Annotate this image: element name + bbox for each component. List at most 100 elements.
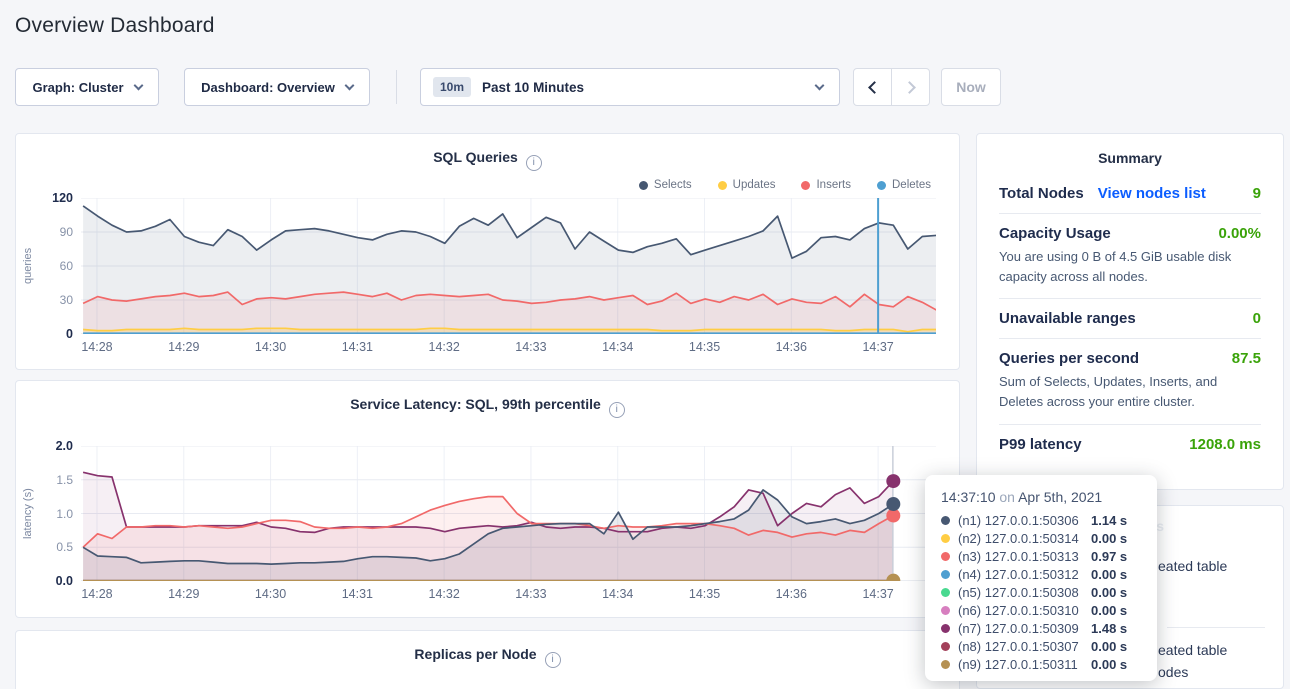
tooltip-date: Apr 5th, 2021 [1018, 489, 1102, 505]
total-nodes-label: Total Nodes [999, 185, 1084, 202]
tooltip-on-word: on [999, 489, 1015, 505]
graph-dropdown[interactable]: Graph: Cluster [15, 68, 159, 106]
tooltip-row: (n3) 127.0.0.1:503130.97 s [941, 548, 1141, 566]
x-axis-tick: 14:29 [168, 587, 199, 601]
chevron-left-icon [868, 81, 881, 94]
chevron-down-icon [133, 80, 143, 90]
y-axis-tick: 0.0 [56, 574, 73, 588]
x-axis-tick: 14:34 [602, 587, 633, 601]
x-axis-ticks: 14:2814:2914:3014:3114:3214:3314:3414:35… [81, 587, 936, 603]
legend-dot-icon [801, 181, 810, 190]
summary-row-qps: Queries per second 87.5 Sum of Selects, … [999, 338, 1261, 423]
y-axis-tick: 60 [60, 259, 73, 273]
node-color-dot-icon [941, 606, 950, 615]
tooltip-row: (n6) 127.0.0.1:503100.00 s [941, 601, 1141, 619]
tooltip-row: (n8) 127.0.0.1:503070.00 s [941, 637, 1141, 655]
tooltip-time: 14:37:10 [941, 489, 996, 505]
page-title: Overview Dashboard [15, 14, 215, 38]
time-range-label: Past 10 Minutes [482, 80, 584, 95]
x-axis-tick: 14:32 [429, 340, 460, 354]
tooltip-node-label: (n4) 127.0.0.1:50312 [958, 567, 1079, 582]
capacity-usage-description: You are using 0 B of 4.5 GiB usable disk… [999, 247, 1261, 287]
legend-item[interactable]: Selects [639, 179, 692, 191]
summary-panel: Summary Total Nodes View nodes list 9 Ca… [976, 133, 1284, 490]
service-latency-plot[interactable] [81, 446, 936, 581]
chevron-down-icon [344, 80, 354, 90]
x-axis-tick: 14:30 [255, 340, 286, 354]
y-axis-tick: 120 [52, 191, 73, 205]
dashboard-dropdown[interactable]: Dashboard: Overview [184, 68, 370, 106]
x-axis-tick: 14:35 [689, 587, 720, 601]
info-icon[interactable]: i [609, 402, 625, 418]
x-axis-tick: 14:37 [862, 340, 893, 354]
tooltip-node-label: (n8) 127.0.0.1:50307 [958, 639, 1079, 654]
replicas-per-node-title: Replicas per Node [414, 646, 536, 662]
tooltip-row: (n7) 127.0.0.1:503091.48 s [941, 619, 1141, 637]
info-icon[interactable]: i [545, 652, 561, 668]
capacity-usage-value: 0.00% [1218, 225, 1261, 242]
x-axis-tick: 14:35 [689, 340, 720, 354]
legend-item[interactable]: Inserts [801, 179, 851, 191]
queries-per-second-label: Queries per second [999, 350, 1139, 367]
p99-latency-label: P99 latency [999, 436, 1082, 453]
legend-dot-icon [718, 181, 727, 190]
x-axis-tick: 14:31 [342, 340, 373, 354]
y-axis-tick: 1.5 [56, 473, 73, 487]
y-axis-tick: 0 [66, 327, 73, 341]
chart-hover-tooltip: 14:37:10 on Apr 5th, 2021 (n1) 127.0.0.1… [925, 475, 1157, 681]
summary-row-total-nodes: Total Nodes View nodes list 9 [999, 174, 1261, 213]
tooltip-node-value: 0.00 s [1091, 531, 1141, 546]
y-axis-ticks: 0306090120 [16, 198, 77, 334]
time-next-button[interactable] [892, 69, 929, 105]
capacity-usage-label: Capacity Usage [999, 225, 1111, 242]
unavailable-ranges-label: Unavailable ranges [999, 310, 1136, 327]
node-color-dot-icon [941, 534, 950, 543]
node-color-dot-icon [941, 642, 950, 651]
sql-queries-title: SQL Queries [433, 149, 518, 165]
x-axis-tick: 14:33 [515, 340, 546, 354]
y-axis-tick: 30 [60, 293, 73, 307]
summary-row-capacity: Capacity Usage 0.00% You are using 0 B o… [999, 213, 1261, 298]
tooltip-row: (n2) 127.0.0.1:503140.00 s [941, 530, 1141, 548]
time-range-dropdown[interactable]: 10m Past 10 Minutes [420, 68, 840, 106]
tooltip-row: (n4) 127.0.0.1:50312 0.00 s [941, 566, 1141, 584]
tooltip-node-value: 0.00 s [1091, 603, 1141, 618]
x-axis-ticks: 14:2814:2914:3014:3114:3214:3314:3414:35… [81, 340, 936, 356]
legend-item[interactable]: Deletes [877, 179, 931, 191]
x-axis-tick: 14:31 [342, 587, 373, 601]
tooltip-node-value: 1.14 s [1091, 513, 1141, 528]
queries-per-second-description: Sum of Selects, Updates, Inserts, and De… [999, 372, 1261, 412]
queries-per-second-value: 87.5 [1232, 350, 1261, 367]
sql-queries-plot[interactable] [81, 198, 936, 334]
info-icon[interactable]: i [526, 155, 542, 171]
events-divider [1167, 627, 1265, 628]
legend-label: Inserts [816, 179, 851, 191]
p99-latency-value: 1208.0 ms [1189, 436, 1261, 453]
y-axis-tick: 1.0 [56, 507, 73, 521]
time-prev-button[interactable] [854, 69, 892, 105]
tooltip-node-label: (n1) 127.0.0.1:50306 [958, 513, 1079, 528]
tooltip-row: (n9) 127.0.0.1:503110.00 s [941, 655, 1141, 673]
summary-title: Summary [977, 134, 1283, 174]
legend-label: Selects [654, 179, 692, 191]
total-nodes-value: 9 [1253, 185, 1261, 202]
tooltip-timestamp: 14:37:10 on Apr 5th, 2021 [941, 489, 1141, 505]
tooltip-row: (n1) 127.0.0.1:50306 1.14 s [941, 512, 1141, 530]
sql-queries-header: SQL Queries i [16, 149, 959, 171]
tooltip-node-value: 0.00 s [1091, 585, 1141, 600]
x-axis-tick: 14:37 [862, 587, 893, 601]
legend-label: Updates [733, 179, 776, 191]
view-nodes-list-link[interactable]: View nodes list [1098, 185, 1206, 202]
now-button[interactable]: Now [941, 68, 1001, 106]
tooltip-node-value: 0.97 s [1091, 549, 1141, 564]
x-axis-tick: 14:33 [515, 587, 546, 601]
tooltip-node-value: 0.00 s [1091, 567, 1141, 582]
tooltip-node-label: (n7) 127.0.0.1:50309 [958, 621, 1079, 636]
sql-queries-card: SQL Queries i Selects Updates Inserts Delete… [15, 133, 960, 370]
x-axis-tick: 14:32 [429, 587, 460, 601]
x-axis-tick: 14:36 [776, 587, 807, 601]
graph-dropdown-label: Graph: Cluster [32, 80, 123, 95]
node-color-dot-icon [941, 660, 950, 669]
legend-item[interactable]: Updates [718, 179, 776, 191]
summary-row-unavailable-ranges: Unavailable ranges 0 [999, 298, 1261, 338]
